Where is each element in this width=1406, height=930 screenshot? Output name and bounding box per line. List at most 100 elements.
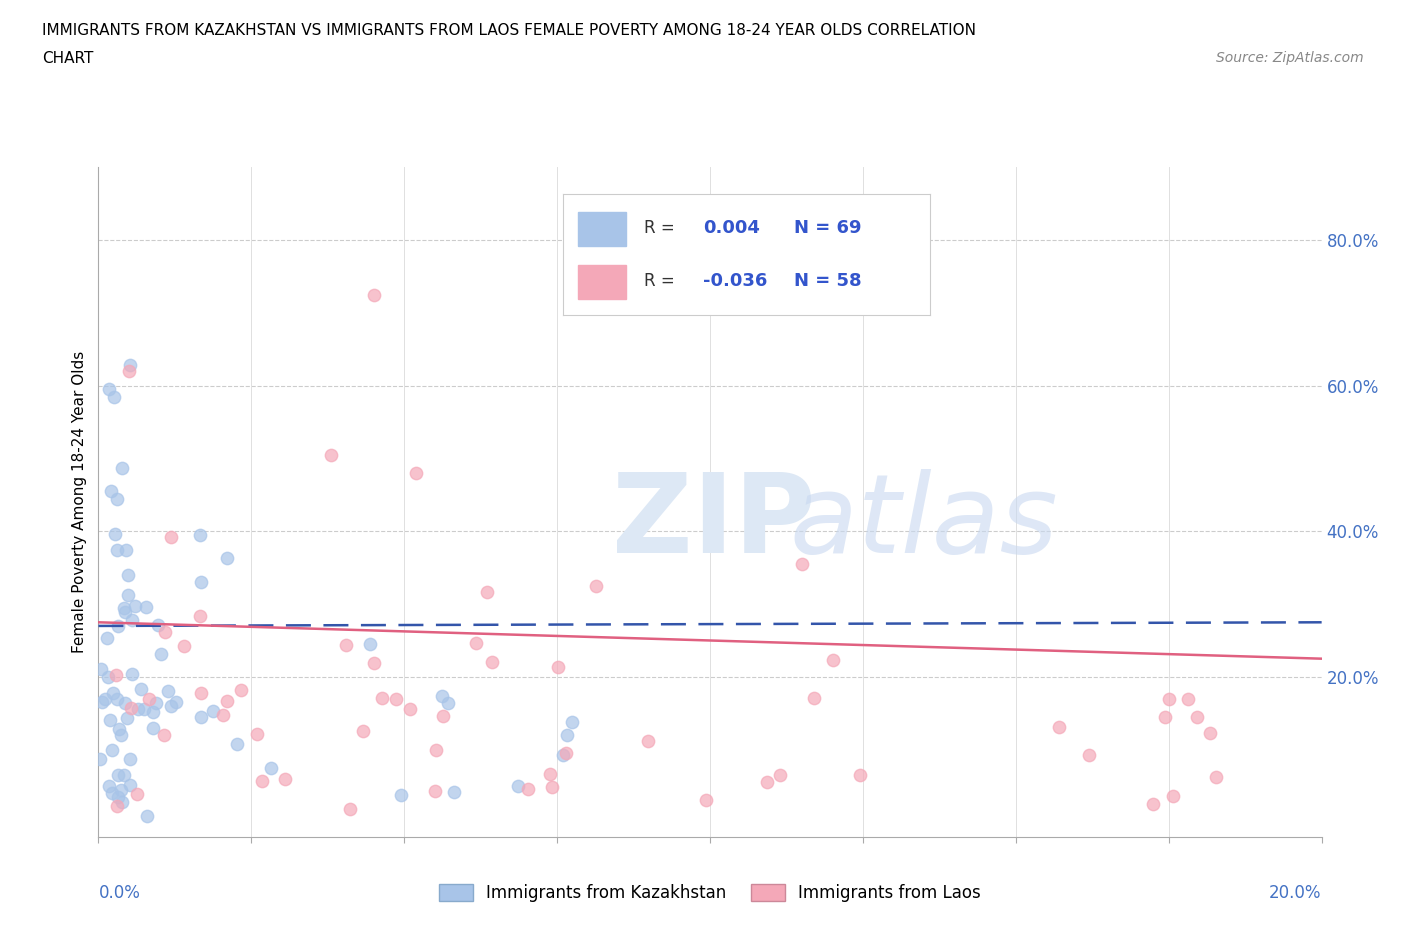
Point (508, 778, 530, 793)
Point (105, 542, 128, 557)
Point (755, 775, 778, 790)
Point (114, 696, 136, 711)
Point (107, 767, 129, 782)
Point (423, 784, 446, 799)
Point (121, 667, 143, 682)
Point (477, 585, 499, 600)
Point (225, 737, 247, 751)
Point (212, 708, 235, 723)
Point (145, 695, 167, 710)
Point (110, 783, 132, 798)
Point (1199, 726, 1222, 741)
Point (127, 701, 149, 716)
Point (105, 692, 128, 707)
Point (138, 692, 160, 707)
Text: atlas: atlas (790, 469, 1059, 576)
Point (389, 788, 412, 803)
Point (823, 653, 845, 668)
Point (101, 685, 124, 700)
Point (135, 600, 157, 615)
Point (101, 743, 124, 758)
Point (190, 574, 212, 589)
Point (517, 781, 540, 796)
Point (561, 714, 583, 729)
Point (190, 685, 212, 700)
Point (165, 695, 187, 710)
Point (555, 746, 578, 761)
Point (637, 734, 659, 749)
Point (260, 761, 283, 776)
Point (768, 768, 790, 783)
Text: IMMIGRANTS FROM KAZAKHSTAN VS IMMIGRANTS FROM LAOS FEMALE POVERTY AMONG 18-24 YE: IMMIGRANTS FROM KAZAKHSTAN VS IMMIGRANTS… (42, 23, 976, 38)
Point (1177, 692, 1199, 707)
Point (1157, 691, 1180, 706)
Point (112, 601, 135, 616)
Point (107, 618, 129, 633)
Point (101, 785, 124, 800)
Point (97, 670, 120, 684)
Point (93, 692, 115, 707)
Point (117, 568, 139, 583)
Point (443, 784, 465, 799)
Point (695, 793, 717, 808)
Point (217, 693, 239, 708)
Point (319, 447, 342, 462)
Point (120, 700, 142, 715)
Point (363, 656, 385, 671)
Point (385, 692, 408, 707)
Point (188, 527, 211, 542)
Point (136, 809, 159, 824)
Point (250, 773, 273, 788)
Point (1078, 748, 1101, 763)
Point (120, 751, 142, 766)
Point (541, 779, 564, 794)
Point (547, 659, 569, 674)
Point (585, 578, 607, 593)
Text: 20.0%: 20.0% (1270, 884, 1322, 902)
Point (153, 624, 176, 639)
Point (117, 711, 139, 725)
Point (790, 557, 813, 572)
Point (1185, 710, 1208, 724)
Point (190, 710, 212, 724)
Point (246, 726, 269, 741)
Point (90, 661, 112, 676)
Point (1161, 789, 1184, 804)
Point (399, 701, 422, 716)
Point (437, 696, 460, 711)
Point (481, 655, 503, 670)
Point (159, 530, 181, 545)
Point (160, 699, 183, 714)
Point (89, 751, 111, 766)
Point (146, 618, 169, 632)
Point (104, 668, 127, 683)
Point (359, 637, 381, 652)
Point (142, 721, 165, 736)
Point (150, 646, 173, 661)
Point (273, 772, 295, 787)
Point (90, 695, 112, 710)
Point (1154, 710, 1177, 724)
Point (1205, 770, 1227, 785)
Point (105, 799, 128, 814)
Point (538, 766, 561, 781)
Point (134, 701, 156, 716)
Point (124, 598, 146, 613)
Y-axis label: Female Poverty Among 18-24 Year Olds: Female Poverty Among 18-24 Year Olds (72, 352, 87, 654)
Point (115, 542, 138, 557)
Point (371, 691, 394, 706)
Point (98, 382, 121, 397)
Point (105, 491, 128, 506)
Point (352, 724, 374, 738)
Point (103, 390, 125, 405)
Point (405, 466, 427, 481)
Point (432, 709, 454, 724)
Point (464, 635, 486, 650)
Point (107, 790, 129, 804)
Point (1049, 720, 1071, 735)
Point (120, 357, 142, 372)
Point (112, 768, 135, 783)
Point (118, 777, 141, 792)
Point (96, 631, 118, 645)
Point (432, 688, 454, 703)
